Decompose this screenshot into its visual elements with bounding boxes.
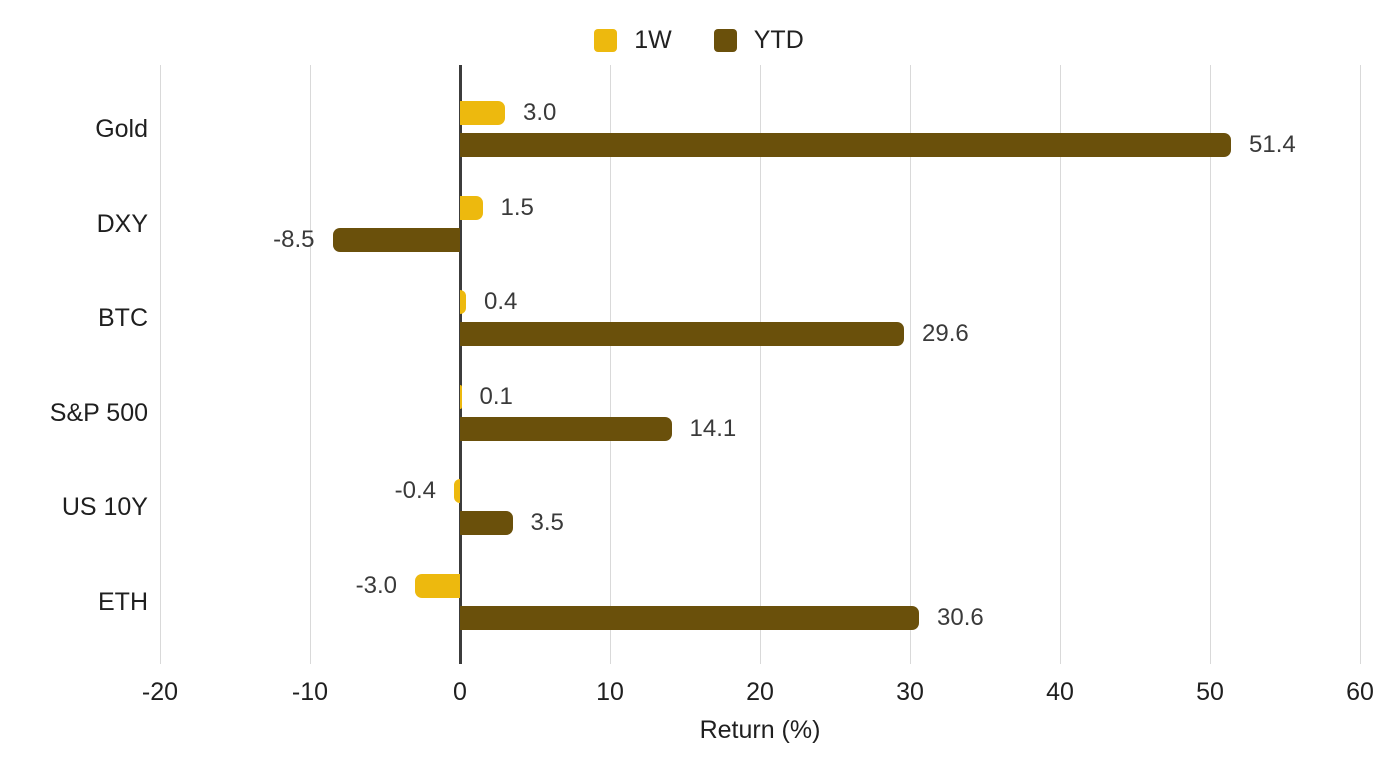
x-tick-label-30: 30 [896, 678, 924, 706]
category-label-us-10y: US 10Y [61, 493, 148, 522]
gridline-x-10 [609, 65, 611, 664]
legend-label-ytd: YTD [753, 26, 804, 54]
legend-swatch-1w [594, 29, 618, 52]
value-label-ytd-btc: 29.6 [922, 320, 969, 348]
bar-ytd-gold[interactable] [460, 133, 1231, 157]
gridline-x-60 [1359, 65, 1361, 664]
category-label-gold: Gold [95, 115, 148, 143]
value-label-1w-gold: 3.0 [523, 99, 557, 126]
value-label-ytd-gold: 51.4 [1249, 131, 1296, 158]
gridline-x--10 [309, 65, 311, 664]
x-axis-title: Return (%) [699, 716, 821, 744]
x-tick-label-40: 40 [1046, 678, 1074, 706]
x-tick-label-10: 10 [596, 678, 624, 706]
x-tick-label--10: -10 [291, 678, 329, 706]
bar-1w-s-p-500[interactable] [460, 384, 462, 409]
bar-ytd-s-p-500[interactable] [460, 416, 672, 441]
legend-item-1w[interactable]: 1W [594, 26, 672, 55]
x-tick-label-20: 20 [746, 678, 774, 706]
gridline-x-50 [1209, 65, 1211, 664]
gridline-x--20 [159, 65, 161, 664]
bar-1w-eth[interactable] [415, 574, 460, 598]
gridline-x-40 [1059, 65, 1061, 664]
value-label-1w-dxy: 1.5 [500, 193, 534, 221]
x-tick-label-50: 50 [1196, 678, 1224, 706]
bar-1w-us-10y[interactable] [454, 479, 460, 504]
value-label-ytd-us-10y: 3.5 [530, 509, 564, 537]
category-label-dxy: DXY [96, 209, 148, 238]
x-tick-label--20: -20 [141, 678, 179, 706]
bar-1w-btc[interactable] [460, 290, 466, 315]
category-label-eth: ETH [98, 588, 148, 616]
value-label-1w-eth: -3.0 [355, 572, 397, 599]
category-label-btc: BTC [98, 304, 148, 333]
value-label-ytd-s-p-500: 14.1 [689, 414, 737, 442]
bar-1w-gold[interactable] [460, 101, 505, 125]
zero-axis-line [458, 65, 462, 664]
bar-1w-dxy[interactable] [460, 195, 483, 220]
gridline-x-20 [759, 65, 761, 664]
value-label-ytd-dxy: -8.5 [273, 225, 315, 253]
value-label-1w-s-p-500: 0.1 [479, 382, 513, 410]
bar-ytd-dxy[interactable] [332, 227, 460, 252]
bar-ytd-us-10y[interactable] [460, 511, 513, 536]
gridline-x-30 [909, 65, 911, 664]
legend-swatch-ytd [713, 29, 737, 52]
legend-label-1w: 1W [634, 26, 672, 54]
value-label-1w-us-10y: -0.4 [394, 477, 436, 505]
bar-ytd-eth[interactable] [460, 606, 919, 630]
x-tick-label-0: 0 [453, 678, 467, 706]
category-label-s-p-500: S&P 500 [49, 398, 148, 427]
legend-item-ytd[interactable]: YTD [713, 26, 804, 55]
value-label-1w-btc: 0.4 [484, 288, 518, 316]
chart-legend: 1W YTD [0, 26, 1398, 55]
value-label-ytd-eth: 30.6 [937, 604, 984, 631]
bar-ytd-btc[interactable] [460, 322, 904, 347]
x-tick-label-60: 60 [1346, 678, 1374, 706]
